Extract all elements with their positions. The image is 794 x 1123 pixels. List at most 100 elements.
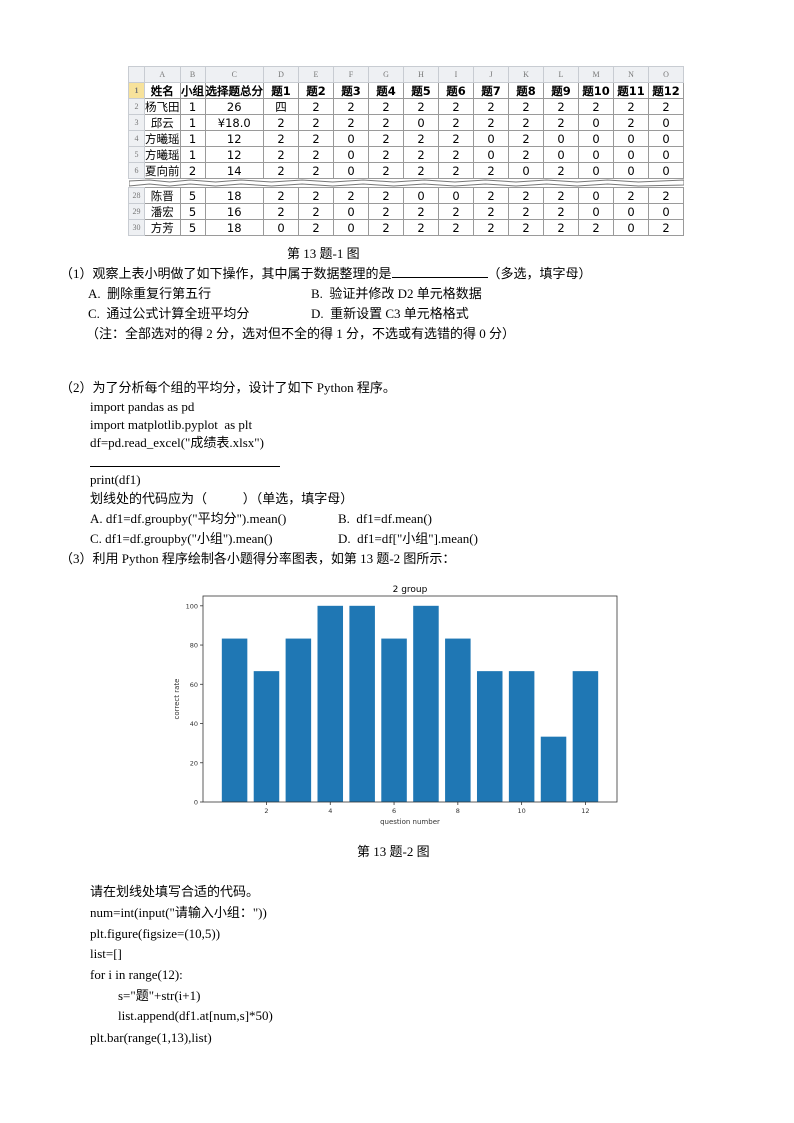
table-cell: 2	[368, 219, 404, 236]
table-cell: 2	[403, 162, 439, 179]
table-cell: 0	[648, 114, 684, 131]
x-tick-label: 2	[264, 807, 268, 815]
header-cell: 题6	[438, 82, 474, 99]
table-cell: 12	[204, 146, 264, 163]
table-cell: 0	[613, 146, 649, 163]
table-cell: 2	[578, 219, 614, 236]
table-cell: 2	[508, 146, 544, 163]
q1-option-c: C. 通过公式计算全班平均分	[88, 306, 250, 321]
table-cell: 2	[473, 114, 509, 131]
table-cell: 2	[543, 98, 579, 115]
header-cell: 题11	[613, 82, 649, 99]
table-cell: 1	[179, 146, 206, 163]
table-cell: 0	[333, 162, 369, 179]
table-cell: 2	[263, 130, 299, 147]
table-cell: 0	[578, 187, 614, 204]
y-tick-label: 100	[186, 602, 198, 610]
header-cell: 题4	[368, 82, 404, 99]
table-cell: 1	[179, 130, 206, 147]
row-number: 2	[128, 98, 145, 115]
table-cell: 26	[204, 98, 264, 115]
column-letter: C	[204, 66, 264, 83]
bar-chart: 2 group question number correct rate 0 20…	[173, 585, 618, 826]
table-cell: 0	[578, 130, 614, 147]
x-tick-label: 6	[392, 807, 396, 815]
code-line: import pandas as pd	[90, 399, 195, 414]
table-cell: 0	[613, 130, 649, 147]
row-number: 1	[128, 82, 145, 99]
code-line: plt.figure(figsize=(10,5))	[90, 926, 221, 941]
table-cell: 5	[179, 219, 206, 236]
table-cell: 2	[263, 187, 299, 204]
table-row: 30 方芳 5 18 0 2 0 2 2 2 2 2 2 2 0 2	[128, 219, 684, 236]
table-cell: 2	[403, 98, 439, 115]
table-row: 2 杨飞田 1 26 四 2 2 2 2 2 2 2 2 2 2 2	[128, 98, 684, 115]
table-cell: 2	[298, 203, 334, 220]
column-letter: K	[508, 66, 544, 83]
table-cell: 2	[473, 162, 509, 179]
q1-answer-blank[interactable]	[391, 265, 488, 278]
table-cell: 0	[473, 130, 509, 147]
q3-prompt: 请在划线处填写合适的代码。	[90, 884, 260, 899]
table-cell: 2	[508, 98, 544, 115]
table-cell: 2	[543, 203, 579, 220]
table-cell: 0	[648, 203, 684, 220]
table-cell: 0	[333, 146, 369, 163]
q2-code-blank[interactable]	[90, 466, 280, 467]
q3-stem: （3）利用 Python 程序绘制各小题得分率图表，如第 13 题-2 图所示：	[60, 551, 456, 566]
column-letter: J	[473, 66, 509, 83]
table-cell: 2	[333, 114, 369, 131]
column-letter: N	[613, 66, 649, 83]
q2-option-b: B. df1=df.mean()	[338, 511, 432, 526]
bar	[253, 671, 280, 802]
table-cell: 陈晋	[144, 187, 181, 204]
table-cell: 方曦瑶	[144, 146, 181, 163]
header-cell: 题2	[298, 82, 334, 99]
table-cell: 14	[204, 162, 264, 179]
plot-frame	[202, 595, 618, 803]
table-cell: 2	[298, 98, 334, 115]
table-cell: 邱云	[144, 114, 181, 131]
table-cell: 方曦瑶	[144, 130, 181, 147]
y-tick-label: 20	[190, 759, 198, 767]
y-tick-label: 0	[194, 799, 198, 807]
table-cell: 0	[333, 130, 369, 147]
corner-cell	[128, 66, 145, 83]
bar	[540, 736, 567, 802]
q1-stem: （1）观察上表小明做了如下操作，其中属于数据整理的是 （多选，填字母）	[60, 265, 592, 282]
table-cell: 12	[204, 130, 264, 147]
table-cell: 2	[473, 203, 509, 220]
x-tick-label: 8	[456, 807, 460, 815]
column-letter: D	[263, 66, 299, 83]
table-cell: 2	[438, 130, 474, 147]
code-line: for i in range(12):	[90, 967, 183, 982]
table-cell: 2	[473, 187, 509, 204]
header-cell: 题1	[263, 82, 299, 99]
table-row: 29 潘宏 5 16 2 2 0 2 2 2 2 2 2 0 0 0	[128, 203, 684, 220]
table-cell: 0	[578, 114, 614, 131]
table-cell: 2	[403, 219, 439, 236]
table-cell: 2	[333, 98, 369, 115]
table-cell: 2	[438, 98, 474, 115]
column-letter: M	[578, 66, 614, 83]
q2-option-a: A. df1=df.groupby("平均分").mean()	[90, 511, 287, 526]
table-cell: 2	[298, 187, 334, 204]
table-cell: 2	[368, 98, 404, 115]
q1-stem-text: （1）观察上表小明做了如下操作，其中属于数据整理的是	[60, 266, 392, 281]
table-cell: 2	[438, 203, 474, 220]
row-number: 4	[128, 130, 145, 147]
table-cell: 0	[613, 203, 649, 220]
bar	[349, 605, 375, 802]
q2-ask: 划线处的代码应为（ ）（单选，填字母）	[90, 491, 354, 506]
header-cell: 题12	[648, 82, 684, 99]
x-tick-label: 12	[581, 807, 589, 815]
table-cell: 2	[438, 219, 474, 236]
column-letter: O	[648, 66, 684, 83]
y-tick-label: 60	[190, 681, 198, 689]
table-cell: 2	[368, 114, 404, 131]
code-line: s="题"+str(i+1)	[118, 988, 201, 1003]
table-cell: 16	[204, 203, 264, 220]
table-cell: 1	[179, 114, 206, 131]
table-cell: 2	[543, 219, 579, 236]
table-cell: 2	[613, 114, 649, 131]
